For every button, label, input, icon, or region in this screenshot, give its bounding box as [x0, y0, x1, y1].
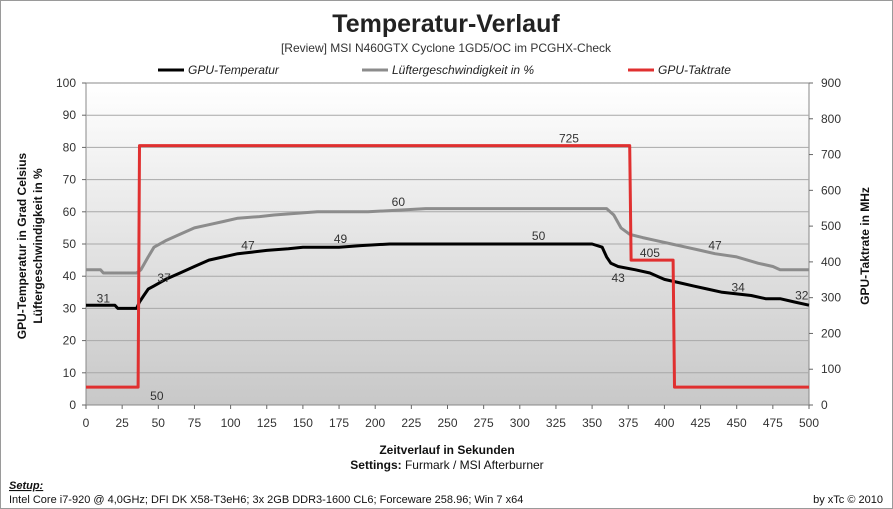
data-label: 725	[559, 131, 579, 145]
x-tick-label: 500	[799, 416, 819, 430]
y2-tick-label: 0	[821, 398, 828, 412]
data-label: 405	[640, 246, 660, 260]
y-tick-label: 0	[69, 398, 76, 412]
x-tick-label: 125	[257, 416, 277, 430]
settings-value: Furmark / MSI Afterburner	[402, 458, 544, 472]
x-tick-label: 50	[152, 416, 166, 430]
series-lines	[86, 144, 810, 389]
legend-label-gpu-temp: GPU-Temperatur	[188, 63, 280, 77]
data-annotations: 31 37 47 49 60 50 43 47 34 32 725 405 50	[97, 131, 809, 403]
y2-tick-label: 900	[821, 76, 841, 90]
y-tick-label: 50	[63, 237, 77, 251]
credit-text: by xTc © 2010	[813, 494, 883, 506]
x-tick-label: 250	[437, 416, 457, 430]
data-label: 34	[731, 280, 745, 294]
x-tick-label: 275	[474, 416, 494, 430]
settings-label: Settings:	[350, 458, 401, 472]
x-tick-label: 425	[691, 416, 711, 430]
x-tick-label: 0	[83, 416, 90, 430]
x-tick-label: 300	[510, 416, 530, 430]
data-label: 60	[392, 195, 406, 209]
chart-subtitle: [Review] MSI N460GTX Cyclone 1GD5/OC im …	[281, 41, 612, 55]
x-tick-label: 25	[115, 416, 129, 430]
x-tick-label: 350	[582, 416, 602, 430]
y-axis-left-ticks: 0 10 20 30 40 50 60 70 80 90 100	[56, 76, 86, 412]
x-tick-label: 375	[618, 416, 638, 430]
data-label: 43	[611, 271, 625, 285]
y-tick-label: 60	[63, 205, 77, 219]
y-tick-label: 90	[63, 108, 77, 122]
x-tick-label: 75	[188, 416, 202, 430]
x-tick-label: 325	[546, 416, 566, 430]
x-tick-label: 225	[401, 416, 421, 430]
y2-tick-label: 200	[821, 326, 841, 340]
series-fan-speed	[86, 207, 809, 275]
y-tick-label: 40	[63, 269, 77, 283]
x-tick-label: 200	[365, 416, 385, 430]
y2-tick-label: 800	[821, 112, 841, 126]
data-label: 50	[150, 389, 164, 403]
series-gpu-clock	[86, 144, 809, 389]
y2-tick-label: 500	[821, 219, 841, 233]
data-label: 47	[708, 239, 722, 253]
chart-title: Temperatur-Verlauf	[332, 10, 560, 38]
x-tick-label: 400	[654, 416, 674, 430]
y-tick-label: 70	[63, 173, 77, 187]
y-axis-left-title-2: Lüftergeschwindigkeit in %	[31, 168, 45, 324]
settings-line: Settings: Furmark / MSI Afterburner	[350, 458, 543, 472]
y2-tick-label: 400	[821, 255, 841, 269]
y2-tick-label: 100	[821, 362, 841, 376]
legend-label-clock: GPU-Taktrate	[658, 63, 731, 77]
x-tick-label: 100	[221, 416, 241, 430]
x-tick-label: 450	[727, 416, 747, 430]
series-gpu-temp	[86, 242, 810, 310]
data-label: 32	[795, 289, 809, 303]
y-tick-label: 80	[63, 140, 77, 154]
x-axis-title: Zeitverlauf in Sekunden	[379, 443, 514, 457]
x-tick-label: 175	[329, 416, 349, 430]
x-tick-label: 475	[763, 416, 783, 430]
setup-label: Setup:	[9, 480, 44, 492]
data-label: 31	[97, 292, 111, 306]
data-label: 47	[241, 239, 255, 253]
y2-tick-label: 700	[821, 148, 841, 162]
setup-text: Intel Core i7-920 @ 4,0GHz; DFI DK X58-T…	[9, 494, 523, 506]
data-label: 37	[157, 271, 171, 285]
x-tick-label: 150	[293, 416, 313, 430]
y-axis-right-ticks: 0 100 200 300 400 500 600 700 800 900	[809, 76, 841, 412]
legend-label-fan: Lüftergeschwindigkeit in %	[392, 63, 534, 77]
y2-tick-label: 300	[821, 291, 841, 305]
y-tick-label: 20	[63, 334, 77, 348]
x-axis-ticks: 0 25 50 75 100 125 150 175 200 225 250 275 300 325 350…	[83, 405, 819, 430]
y2-tick-label: 600	[821, 183, 841, 197]
data-label: 49	[334, 232, 348, 246]
y-tick-label: 100	[56, 76, 76, 90]
y-axis-left-title-1: GPU-Temperatur in Grad Celsius	[15, 152, 29, 339]
data-label: 50	[532, 229, 546, 243]
y-tick-label: 10	[63, 366, 77, 380]
y-tick-label: 30	[63, 301, 77, 315]
y-axis-right-title: GPU-Taktrate in MHz	[858, 187, 872, 305]
legend: GPU-Temperatur Lüftergeschwindigkeit in …	[158, 63, 731, 77]
grid	[86, 114, 809, 374]
